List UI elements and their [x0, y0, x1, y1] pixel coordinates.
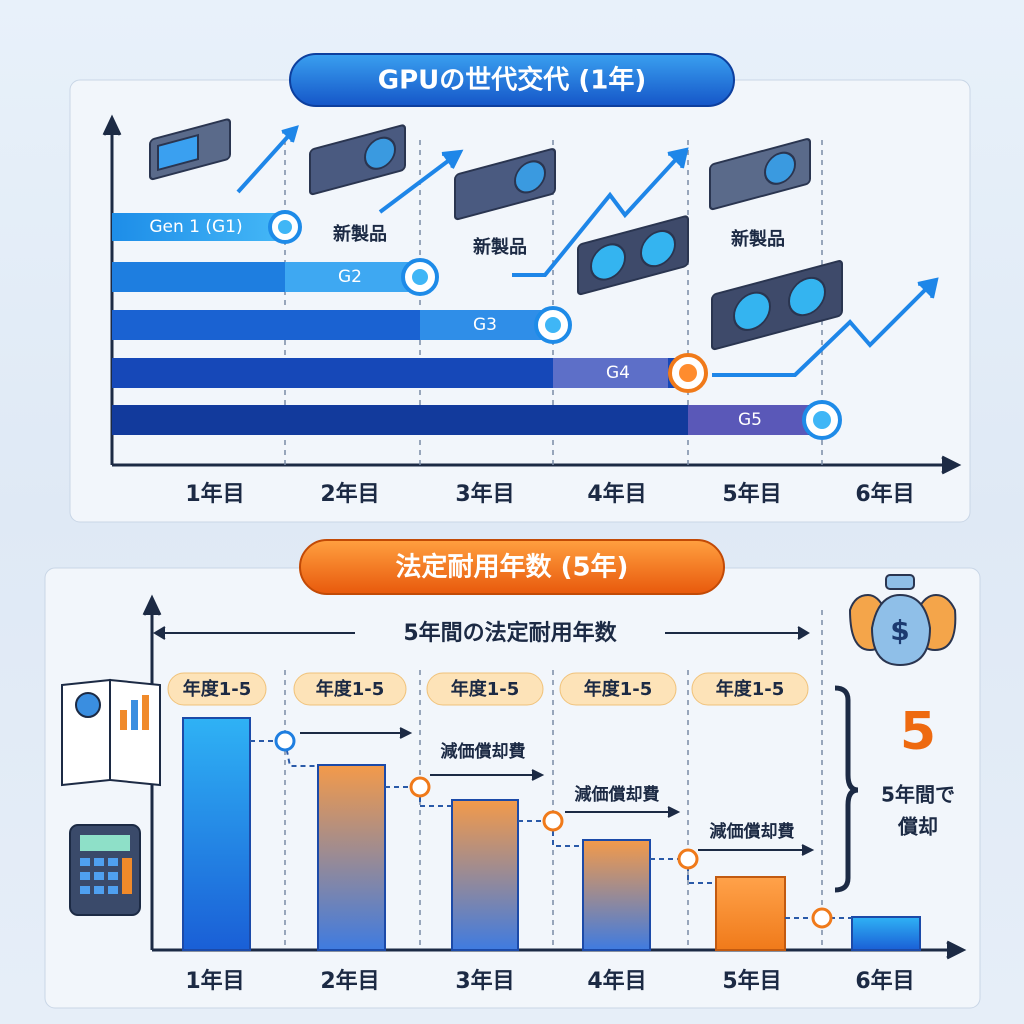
title-pill	[289, 53, 735, 107]
year-label: 1年目	[185, 481, 244, 507]
title: 法定耐用年数 (5年)	[396, 552, 629, 583]
period-label: 年度1-5	[451, 678, 520, 700]
year-label: 4年目	[587, 968, 646, 994]
period-label: 年度1-5	[316, 678, 385, 700]
generation-label: G3	[473, 315, 497, 335]
generation-label: Gen 1 (G1)	[149, 217, 242, 237]
period-pills	[167, 672, 809, 706]
generation-nodes	[268, 210, 842, 440]
year-label: 6年目	[855, 481, 914, 507]
period-label: 年度1-5	[716, 678, 785, 700]
title-pill	[299, 539, 725, 595]
big-number: 5	[900, 702, 936, 762]
generation-bars	[112, 213, 822, 435]
new-product-label: 新製品	[333, 223, 387, 245]
year-label: 3年目	[455, 968, 514, 994]
span-arrow	[153, 626, 810, 640]
span-label: 5年間の法定耐用年数	[403, 620, 617, 646]
generation-label: G4	[606, 363, 630, 383]
year-label: 1年目	[185, 968, 244, 994]
year-label: 5年目	[722, 481, 781, 507]
axes	[102, 114, 967, 960]
note: 償却	[897, 815, 938, 839]
year-label: 6年目	[855, 968, 914, 994]
period-label: 年度1-5	[584, 678, 653, 700]
trend-arrows	[236, 125, 939, 377]
step-nodes	[274, 730, 833, 929]
expense-arrows	[300, 727, 815, 856]
year-label: 4年目	[587, 481, 646, 507]
year-label: 5年目	[722, 968, 781, 994]
year-label: 2年目	[320, 481, 379, 507]
depreciation-bars	[182, 717, 921, 951]
svg-text:$: $	[890, 614, 909, 647]
brace	[834, 685, 859, 893]
note: 5年間で	[881, 783, 955, 807]
year-label: 3年目	[455, 481, 514, 507]
period-label: 年度1-5	[183, 678, 252, 700]
expense-label: 減価償却費	[575, 784, 660, 805]
gpu-icons	[149, 118, 843, 351]
book-icon	[61, 678, 161, 787]
title: GPUの世代交代 (1年)	[378, 65, 646, 96]
new-product-label: 新製品	[731, 228, 785, 250]
new-product-label: 新製品	[473, 236, 527, 258]
expense-label: 減価償却費	[441, 741, 526, 762]
year-label: 2年目	[320, 968, 379, 994]
generation-label: G2	[338, 267, 362, 287]
generation-label: G5	[738, 410, 762, 430]
calculator-icon	[69, 824, 141, 916]
expense-label: 減価償却費	[710, 821, 795, 842]
money-bags: $	[848, 574, 957, 667]
